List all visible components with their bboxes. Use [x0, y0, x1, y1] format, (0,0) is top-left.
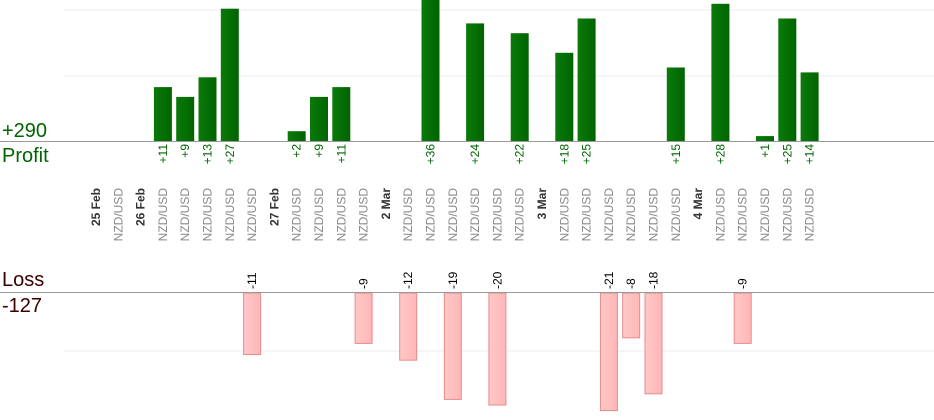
date-label: 3 Mar: [535, 188, 549, 220]
loss-value-label: -8: [624, 278, 638, 289]
pair-label: NZD/USD: [490, 188, 504, 242]
loss-bar: [733, 292, 752, 344]
profit-value-label: +9: [312, 144, 326, 158]
loss-value-label: -21: [602, 271, 616, 289]
pair-label: NZD/USD: [290, 188, 304, 242]
profit-value-label: +13: [201, 144, 215, 165]
pair-label: NZD/USD: [334, 188, 348, 242]
profit-total: +290: [2, 120, 48, 142]
profit-bar: [176, 96, 195, 141]
pair-label: NZD/USD: [223, 188, 237, 242]
column-labels: 25 Feb NZD/USD 26 Feb NZD/USD NZD/USD NZD/USD…: [89, 188, 817, 242]
loss-bar: [399, 292, 418, 361]
date-label: 25 Feb: [89, 188, 103, 226]
pair-label: NZD/USD: [736, 188, 750, 242]
loss-value-label: -9: [736, 278, 750, 289]
loss-bar: [622, 292, 641, 339]
loss-bar: [599, 292, 618, 412]
date-label: 27 Feb: [267, 188, 281, 226]
profit-value-label: +15: [669, 144, 683, 165]
loss-label: Loss: [2, 269, 45, 291]
loss-bar: [644, 292, 663, 395]
profit-value-label: +9: [178, 144, 192, 158]
pair-label: NZD/USD: [201, 188, 215, 242]
pair-label: NZD/USD: [758, 188, 772, 242]
profit-bar: [555, 52, 574, 141]
profit-bar: [421, 0, 440, 141]
date-label: 2 Mar: [379, 188, 393, 220]
profit-bar: [198, 77, 217, 141]
profit-value-label: +25: [580, 144, 594, 165]
profit-bar: [310, 96, 328, 141]
profit-value-label: +18: [557, 144, 571, 165]
profit-bar: [666, 67, 685, 141]
pair-label: NZD/USD: [803, 188, 817, 242]
profit-value-label: +27: [223, 144, 237, 165]
pair-label: NZD/USD: [713, 188, 727, 242]
profit-label: Profit: [2, 145, 49, 167]
pair-label: NZD/USD: [557, 188, 571, 242]
loss-bar: [488, 292, 507, 406]
loss-value-label: -19: [446, 271, 460, 289]
profit-value-label: +22: [513, 144, 527, 165]
loss-bar: [243, 292, 262, 356]
profit-bar: [756, 136, 774, 141]
date-label: 26 Feb: [134, 188, 148, 226]
profit-bar: [778, 18, 797, 141]
loss-bars: [243, 292, 752, 412]
profit-bar: [800, 72, 819, 141]
pair-label: NZD/USD: [624, 188, 638, 242]
value-labels: +11 +9 +13 +27 -11 +2 +9 +11 -9 -12 +36 -19 +24 -20 +2…: [156, 144, 817, 289]
pair-label: NZD/USD: [424, 188, 438, 242]
profit-value-label: +36: [424, 144, 438, 165]
profit-bar: [220, 8, 239, 142]
loss-value-label: -11: [245, 272, 259, 289]
profit-value-label: +11: [156, 144, 170, 164]
profit-value-label: +1: [758, 144, 772, 158]
date-label: 4 Mar: [691, 188, 705, 220]
loss-bar: [354, 292, 373, 344]
loss-value-label: -18: [647, 271, 661, 289]
pair-label: NZD/USD: [580, 188, 594, 242]
loss-bar: [443, 292, 462, 400]
profit-bar: [466, 23, 485, 141]
pair-label: NZD/USD: [446, 188, 460, 242]
loss-value-label: -20: [490, 271, 504, 289]
loss-value-label: -12: [401, 271, 415, 289]
pair-label: NZD/USD: [780, 188, 794, 242]
pair-label: NZD/USD: [178, 188, 192, 242]
profit-bars: [153, 0, 819, 142]
profit-bar: [711, 3, 730, 141]
pair-label: NZD/USD: [468, 188, 482, 242]
pair-label: NZD/USD: [245, 188, 259, 242]
profit-value-label: +14: [803, 144, 817, 165]
pair-label: NZD/USD: [647, 188, 661, 242]
pair-label: NZD/USD: [111, 188, 125, 242]
profit-bar: [577, 18, 596, 141]
pair-label: NZD/USD: [312, 188, 326, 242]
profit-value-label: +25: [780, 144, 794, 165]
loss-total: -127: [2, 295, 43, 317]
profit-bar: [510, 33, 529, 142]
profit-value-label: +11: [334, 144, 348, 164]
profit-value-label: +24: [468, 144, 482, 165]
loss-value-label: -9: [357, 278, 371, 289]
pair-label: NZD/USD: [513, 188, 527, 242]
profit-bar: [332, 87, 351, 141]
pair-label: NZD/USD: [156, 188, 170, 242]
pair-label: NZD/USD: [602, 188, 616, 242]
pair-label: NZD/USD: [401, 188, 415, 242]
pair-label: NZD/USD: [357, 188, 371, 242]
profit-value-label: +28: [713, 144, 727, 165]
pair-label: NZD/USD: [669, 188, 683, 242]
profit-value-label: +2: [290, 144, 304, 158]
profit-bar: [287, 131, 306, 141]
profit-bar: [153, 87, 172, 141]
